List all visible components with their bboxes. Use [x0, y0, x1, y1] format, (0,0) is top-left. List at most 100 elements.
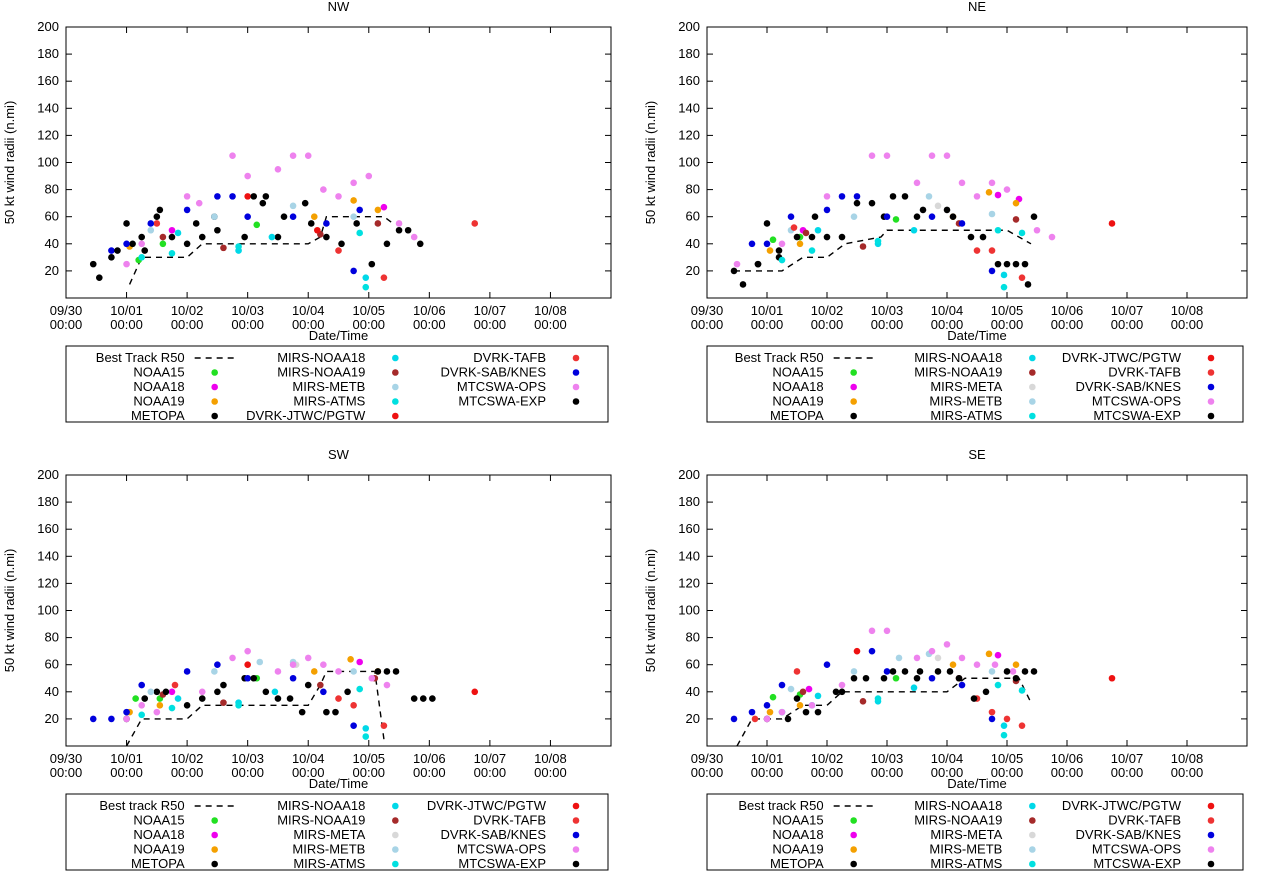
- point-mirs-noaa19: [317, 681, 324, 689]
- legend-marker-mirs-metb: [392, 383, 399, 391]
- x-tick-label: 10/02: [171, 303, 204, 318]
- point-mirs-atms: [235, 702, 242, 709]
- point-mirs-noaa18: [271, 688, 279, 696]
- point-mirs-metb: [147, 688, 155, 696]
- legend-marker-mirs-noaa18: [392, 802, 399, 810]
- legend-marker-mirs-noaa19: [392, 817, 399, 824]
- x-tick-time: 00:00: [1051, 317, 1084, 332]
- point-noaa19: [985, 189, 993, 196]
- legend-marker-noaa19: [850, 846, 857, 853]
- y-tick-label: 160: [37, 521, 59, 536]
- x-tick-time: 00:00: [1111, 765, 1144, 780]
- point-mirs-metb: [895, 654, 903, 662]
- x-tick-label: 10/06: [1051, 751, 1084, 766]
- x-tick-label: 10/01: [110, 303, 143, 318]
- point-metopa: [198, 233, 206, 241]
- legend-label: NOAA18: [772, 827, 823, 842]
- point-dvrk-sab-knes: [763, 702, 771, 709]
- x-tick-time: 00:00: [171, 765, 204, 780]
- point-dvrk-sab-knes: [214, 661, 221, 668]
- point-mtcswa-exp: [198, 695, 206, 702]
- point-dvrk-sab-knes: [147, 220, 155, 227]
- data-layer: [730, 152, 1116, 291]
- point-metopa: [241, 233, 248, 241]
- x-tick-time: 00:00: [1111, 317, 1144, 332]
- point-noaa15: [892, 674, 900, 682]
- legend-marker-noaa15: [211, 817, 218, 824]
- y-tick-label: 200: [678, 19, 700, 34]
- y-tick-label: 120: [37, 127, 59, 142]
- point-mirs-atms: [1000, 283, 1008, 291]
- legend-label: Best Track R50: [735, 350, 824, 365]
- point-mtcswa-ops: [1009, 668, 1017, 675]
- legend-marker-dvrk-jtwc-pgtw: [1207, 802, 1215, 810]
- point-dvrk-jtwc-pgtw: [1108, 220, 1116, 227]
- point-mtcswa-exp: [250, 674, 258, 682]
- x-tick-time: 00:00: [534, 765, 567, 780]
- point-mtcswa-exp: [1030, 213, 1038, 220]
- legend-marker-mirs-noaa19: [392, 369, 399, 376]
- x-tick-label: 10/07: [474, 751, 507, 766]
- point-mtcswa-exp: [838, 233, 846, 241]
- point-mtcswa-ops: [123, 260, 130, 268]
- y-tick-label: 40: [45, 236, 59, 251]
- legend-label: MTCSWA-OPS: [457, 842, 546, 857]
- x-tick-label: 10/06: [413, 751, 446, 766]
- point-mirs-atms: [356, 229, 363, 237]
- legend-marker-noaa19: [211, 398, 218, 405]
- point-dvrk-tafb: [171, 681, 179, 689]
- point-mirs-meta: [934, 202, 942, 210]
- point-mtcswa-ops: [958, 179, 966, 187]
- x-tick-label: 10/08: [1171, 751, 1204, 766]
- point-mirs-metb: [350, 213, 357, 220]
- plot-frame: [65, 474, 612, 747]
- point-noaa15: [769, 236, 777, 244]
- point-dvrk-sab-knes: [183, 668, 191, 675]
- x-tick-label: 10/07: [474, 303, 507, 318]
- point-mtcswa-exp: [344, 688, 351, 696]
- point-noaa19: [766, 708, 774, 716]
- y-tick-label: 20: [686, 263, 700, 278]
- legend-label: DVRK-TAFB: [473, 350, 546, 365]
- x-tick-time: 00:00: [50, 317, 83, 332]
- point-metopa: [183, 240, 191, 248]
- point-mirs-metb: [147, 226, 155, 234]
- point-mtcswa-ops: [304, 152, 312, 160]
- x-tick-label: 10/05: [991, 303, 1024, 318]
- point-mtcswa-exp: [153, 213, 161, 220]
- y-tick-label: 40: [686, 684, 700, 699]
- point-metopa: [811, 213, 819, 220]
- point-mtcswa-exp: [934, 668, 942, 675]
- point-mtcswa-ops: [883, 627, 891, 635]
- legend-label: MTCSWA-OPS: [1092, 842, 1181, 857]
- legend-label: NOAA19: [133, 842, 184, 857]
- legend-label: MIRS-METB: [292, 379, 365, 394]
- point-mtcswa-exp: [353, 220, 360, 227]
- y-tick-label: 200: [37, 467, 59, 482]
- legend-label: NOAA19: [133, 394, 184, 409]
- point-mirs-noaa19: [859, 697, 867, 705]
- point-mtcswa-exp: [754, 260, 762, 268]
- legend-marker-mirs-meta: [1029, 383, 1036, 391]
- point-mirs-noaa19: [859, 243, 867, 250]
- point-mtcswa-exp: [784, 715, 792, 723]
- y-tick-label: 120: [678, 575, 700, 590]
- legend-marker-dvrk-sab-knes: [1207, 831, 1215, 839]
- point-noaa18: [356, 658, 363, 666]
- point-mtcswa-ops: [913, 654, 921, 662]
- x-tick-label: 10/05: [991, 751, 1024, 766]
- y-tick-label: 200: [678, 467, 700, 482]
- legend-label: DVRK-TAFB: [1108, 365, 1181, 380]
- point-mtcswa-exp: [368, 260, 376, 268]
- legend-label: METOPA: [770, 856, 824, 871]
- x-tick-time: 00:00: [811, 317, 844, 332]
- y-axis-label: 50 kt wind radii (n.mi): [2, 101, 17, 225]
- point-noaa19: [949, 661, 957, 668]
- legend-label: NOAA19: [772, 394, 823, 409]
- point-metopa: [793, 233, 801, 241]
- point-mtcswa-exp: [162, 688, 170, 696]
- point-mtcswa-exp: [286, 695, 294, 702]
- point-noaa15: [892, 216, 900, 223]
- data-layer: [89, 647, 479, 746]
